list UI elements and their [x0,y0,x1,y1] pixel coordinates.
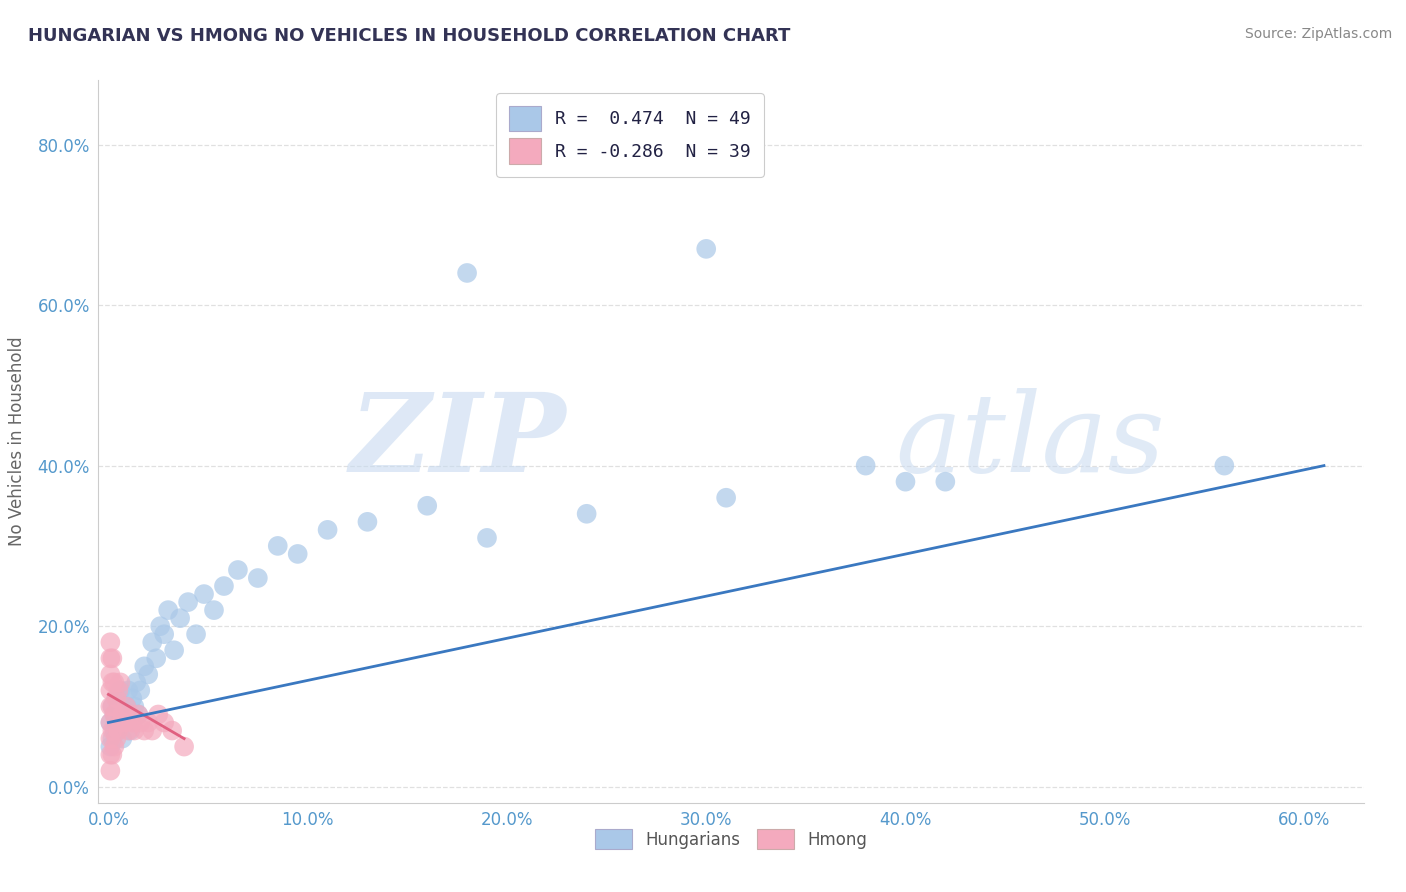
Point [100,715,122,730]
Point [475,531,498,545]
Point [110,715,132,730]
Text: atlas: atlas [896,388,1166,495]
Point [105,691,128,706]
Point [316,523,339,537]
Point [141,635,163,649]
Point [695,242,717,256]
Point [101,675,124,690]
Point [100,683,122,698]
Point [153,715,176,730]
Point [202,603,225,617]
Point [148,707,170,722]
Point [101,699,124,714]
Point [894,475,917,489]
Point [127,707,149,722]
Point [163,643,186,657]
Point [115,699,138,714]
Point [110,683,132,698]
Point [112,715,135,730]
Point [110,707,132,722]
Point [124,723,146,738]
Point [157,603,180,617]
Point [100,715,122,730]
Point [111,707,134,722]
Point [120,707,142,722]
Point [136,667,159,681]
Point [134,659,156,673]
Point [153,627,176,641]
Point [714,491,737,505]
Point [193,587,215,601]
Y-axis label: No Vehicles in Household: No Vehicles in Household [8,336,27,547]
Point [103,723,125,738]
Point [456,266,478,280]
Point [107,723,129,738]
Point [160,723,183,738]
Point [105,731,128,746]
Point [356,515,378,529]
Point [100,699,122,714]
Text: Source: ZipAtlas.com: Source: ZipAtlas.com [1244,27,1392,41]
Point [124,699,146,714]
Point [121,691,143,706]
Point [101,747,124,762]
Point [129,683,152,698]
Point [107,683,129,698]
Point [105,715,128,730]
Point [127,707,149,722]
Point [267,539,290,553]
Point [100,667,122,681]
Point [173,739,195,754]
Text: HUNGARIAN VS HMONG NO VEHICLES IN HOUSEHOLD CORRELATION CHART: HUNGARIAN VS HMONG NO VEHICLES IN HOUSEH… [28,27,790,45]
Point [169,611,191,625]
Point [141,723,163,738]
Point [100,635,122,649]
Point [101,699,124,714]
Point [100,651,122,665]
Point [100,739,122,754]
Point [134,723,156,738]
Point [416,499,439,513]
Point [1213,458,1236,473]
Point [103,739,125,754]
Point [287,547,309,561]
Point [103,707,125,722]
Point [136,715,159,730]
Point [112,715,135,730]
Point [111,731,134,746]
Point [103,707,125,722]
Point [855,458,877,473]
Point [125,675,148,690]
Point [117,707,139,722]
Point [129,715,152,730]
Point [115,699,138,714]
Text: ZIP: ZIP [350,388,567,495]
Point [145,651,167,665]
Point [107,723,129,738]
Point [246,571,269,585]
Point [575,507,598,521]
Point [101,731,124,746]
Point [934,475,956,489]
Point [107,699,129,714]
Point [149,619,172,633]
Point [110,675,132,690]
Point [100,731,122,746]
Point [226,563,249,577]
Point [101,723,124,738]
Legend: Hungarians, Hmong: Hungarians, Hmong [585,819,877,860]
Point [100,747,122,762]
Point [177,595,200,609]
Point [101,651,124,665]
Point [100,764,122,778]
Point [120,723,142,738]
Point [117,683,139,698]
Point [117,723,139,738]
Point [184,627,207,641]
Point [103,675,125,690]
Point [105,691,128,706]
Point [212,579,235,593]
Point [121,715,143,730]
